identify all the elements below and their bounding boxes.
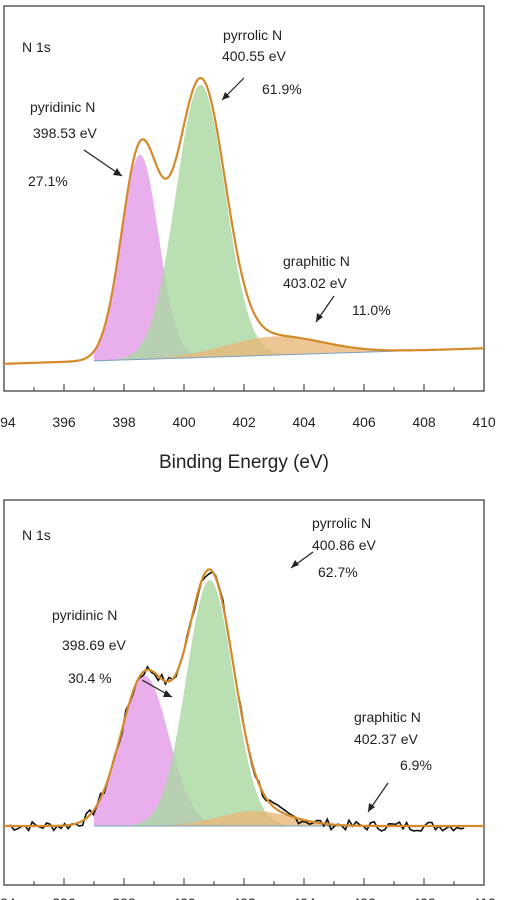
annotation-pyridinic-name: pyridinic N [30,99,95,115]
x-tick-label: 396 [52,414,76,430]
x-tick-label: 406 [352,414,376,430]
component-peak-1 [94,580,484,826]
x-tick-label: 406 [352,895,376,900]
x-tick-label: 398 [112,895,136,900]
x-tick-label: 398 [112,414,136,430]
x-tick-label: 402 [232,895,256,900]
annotation-pyridinic-energy: 398.69 eV [62,637,126,653]
x-tick-label: 410 [472,414,496,430]
x-tick-label: 400 [172,414,196,430]
xps-panel-top: 394 396 398 400 402 404 406 408 410 N 1s pyrroli… [0,5,496,473]
annotation-pyrrolic-name: pyrrolic N [312,515,371,531]
x-tick-label: 402 [232,414,256,430]
envelope-line [4,568,484,828]
annotation-graphitic-name: graphitic N [283,253,350,269]
envelope-line [4,76,484,365]
annotation-pyridinic-energy: 398.53 eV [33,125,97,141]
component-peak-0 [94,154,484,361]
annotation-pyrrolic-energy: 400.86 eV [312,537,376,553]
x-tick-label: 410 [472,895,496,900]
annotation-arrowhead [316,313,323,322]
annotation-graphitic-energy: 402.37 eV [354,731,418,747]
panel-label: N 1s [22,527,51,543]
x-tick-label: 404 [292,895,316,900]
annotation-graphitic-energy: 403.02 eV [283,275,347,291]
x-tick-label: 396 [52,895,76,900]
annotation-pyrrolic-percent: 61.9% [262,81,302,97]
plot-frame [3,499,485,886]
x-tick-label: 408 [412,414,436,430]
panel-label: N 1s [22,39,51,55]
x-tick-label: 408 [412,895,436,900]
annotation-pyridinic-percent: 30.4 % [68,670,112,686]
annotation-arrowhead [291,560,299,568]
xps-panel-bottom: 394 396 398 400 402 404 406 408 410 N 1s pyrroli… [0,499,496,900]
annotation-pyrrolic-energy: 400.55 eV [222,48,286,64]
component-peak-2 [94,336,484,361]
annotation-graphitic-percent: 6.9% [400,757,432,773]
annotation-arrowhead [163,690,172,697]
x-tick-label: 394 [0,895,16,900]
x-tick-label: 404 [292,414,316,430]
annotation-pyridinic-name: pyridinic N [52,607,117,623]
annotation-pyrrolic-name: pyrrolic N [223,27,282,43]
annotation-pyrrolic-percent: 62.7% [318,564,358,580]
component-peak-0 [94,676,484,826]
annotation-pyridinic-percent: 27.1% [28,173,68,189]
x-axis-title: Binding Energy (eV) [159,452,329,473]
component-peak-2 [94,811,484,826]
x-tick-label: 400 [172,895,196,900]
annotation-arrowhead [222,92,230,100]
annotation-arrowhead [368,803,375,812]
annotation-arrowhead [113,168,122,176]
annotation-graphitic-name: graphitic N [354,709,421,725]
annotation-graphitic-percent: 11.0% [352,302,391,318]
x-tick-label: 394 [0,414,16,430]
component-peak-1 [94,84,484,361]
